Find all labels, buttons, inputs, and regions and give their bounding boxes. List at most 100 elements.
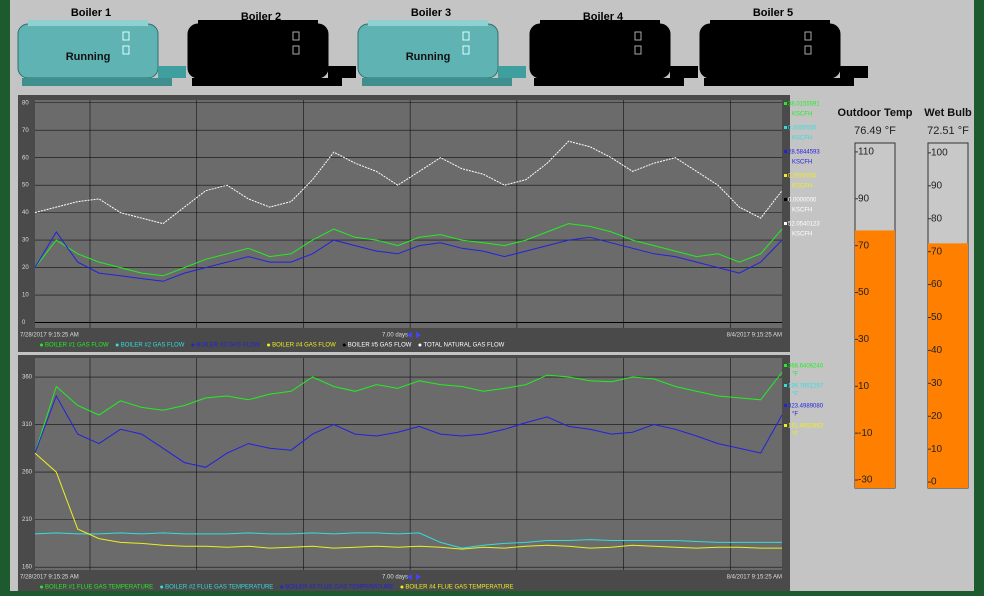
boiler-top [710,20,830,26]
boiler-base [534,78,684,86]
boiler-pipe [840,66,868,78]
boiler-window [634,31,642,41]
current-swatch [784,364,787,367]
boiler-window [122,45,130,55]
gauge-fill [855,230,895,488]
y-tick-label: 70 [22,128,29,134]
current-unit: °F [792,412,798,418]
boiler-window [122,31,130,41]
series-line [34,223,783,277]
boiler-window [292,45,300,55]
boiler-window [804,45,812,55]
boiler-pipe [158,66,186,78]
current-swatch [784,174,787,177]
boiler-top [368,20,488,26]
current-value: 28.5844593 [788,150,820,156]
gauge-title: Wet Bulb [924,107,972,119]
current-swatch [784,198,787,201]
series-line [34,394,783,468]
gauge-tick-label: 50 [931,312,943,323]
gauge-value: 72.51 °F [927,125,969,137]
boiler-top [28,20,148,26]
gauge-tick-label: 100 [931,148,948,159]
legend-entry: BOILER #2 FLUE GAS TEMPERATURE [165,585,273,591]
plot-area [35,358,782,570]
legend-marker [267,343,271,347]
current-unit: KSCFH [792,208,812,214]
scroll-button[interactable] [407,332,421,338]
legend-entry: TOTAL NATURAL GAS FLOW [423,343,504,349]
gauge-tick-label: 10 [858,381,870,392]
legend-marker [418,343,422,347]
boiler-label: Boiler 3 [411,7,451,19]
gauge-tick-label: 80 [931,213,943,224]
span-label: 7.00 days [382,333,408,339]
gauge-tick-label: 70 [858,240,870,251]
y-tick-label: 40 [22,210,29,216]
series-line [34,140,783,225]
boiler-pipe [498,66,526,78]
legend-marker [40,585,43,589]
gauge-tick-label: -30 [858,475,873,486]
plot-area [35,100,782,328]
series-line [34,230,783,282]
boiler-body [699,23,841,79]
gauge-tick-label: 30 [858,334,870,345]
gauge-tick-label: 50 [858,287,870,298]
series-line [34,371,783,454]
current-swatch [784,384,787,387]
gauge-tick-label: 30 [931,378,943,389]
legend-marker [280,585,284,589]
legend-entry: BOILER #2 GAS FLOW [121,343,185,349]
current-swatch [784,404,787,407]
gauge-tick-label: 40 [931,345,943,356]
boiler-base [22,78,172,86]
current-unit: KSCFH [792,112,812,118]
boiler-window [292,31,300,41]
current-unit: °F [792,372,798,378]
legend-marker [40,343,43,347]
current-unit: KSCFH [792,136,812,142]
boiler-status: Running [66,51,111,63]
current-value: 196.7851257 [788,384,824,390]
y-tick-label: 160 [22,565,33,571]
legend-entry: BOILER #4 FLUE GAS TEMPERATURE [405,585,513,591]
current-value: 323.4989080 [788,404,824,410]
boiler-body [529,23,671,79]
y-tick-label: 360 [22,375,33,381]
x-start-label: 7/28/2017 9:15:25 AM [20,575,79,581]
current-value: 0.0000000 [788,174,817,180]
boiler-label: Boiler 1 [71,7,111,19]
boiler-window [634,45,642,55]
boiler-label: Boiler 4 [583,11,624,23]
boiler-body [187,23,329,79]
legend-marker [160,585,164,589]
y-tick-label: 80 [22,100,29,106]
current-unit: °F [792,392,798,398]
span-label: 7.00 days [382,575,408,581]
current-value: 0.0000000 [788,198,817,204]
boiler-base [192,78,342,86]
legend-entry: BOILER #1 FLUE GAS TEMPERATURE [45,585,153,591]
legend-entry: BOILER #4 GAS FLOW [272,343,336,349]
legend-marker [115,343,119,347]
current-unit: KSCFH [792,160,812,166]
legend-entry: BOILER #3 FLUE GAS TEMPERATURE [285,585,393,591]
current-value: 38.0155591 [788,102,820,108]
y-tick-label: 20 [22,265,29,271]
current-value: 366.6406240 [788,364,824,370]
legend-entry: BOILER #3 GAS FLOW [196,343,260,349]
y-tick-label: 60 [22,155,29,161]
x-start-label: 7/28/2017 9:15:25 AM [20,333,79,339]
legend-marker [400,585,404,589]
boiler-base [704,78,854,86]
gauge-tick-label: 90 [931,180,943,191]
gauge-tick-label: 60 [931,279,943,290]
scroll-button[interactable] [407,574,421,580]
current-value: 181.4652863 [788,424,824,430]
gauge-tick-label: 10 [931,444,943,455]
y-tick-label: 310 [22,422,33,428]
series-line [34,532,782,549]
